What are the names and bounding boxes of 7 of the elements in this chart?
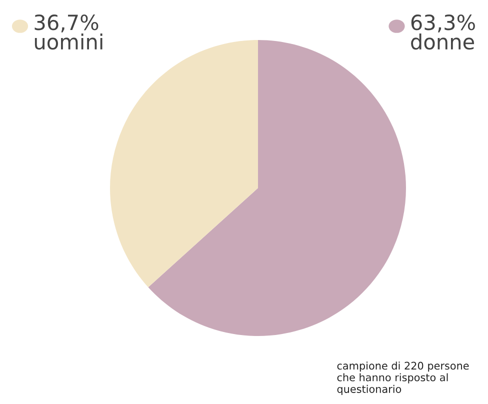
pie-slice <box>110 40 258 288</box>
data-label: 36,7% <box>34 14 98 32</box>
pie-slice <box>148 40 406 336</box>
legend-label: donne <box>411 34 474 50</box>
text: campione di 220 persone che hanno risposto al questionario <box>337 362 469 395</box>
data-label: 63,3% <box>411 14 475 32</box>
legend-label: uomini <box>34 34 102 50</box>
